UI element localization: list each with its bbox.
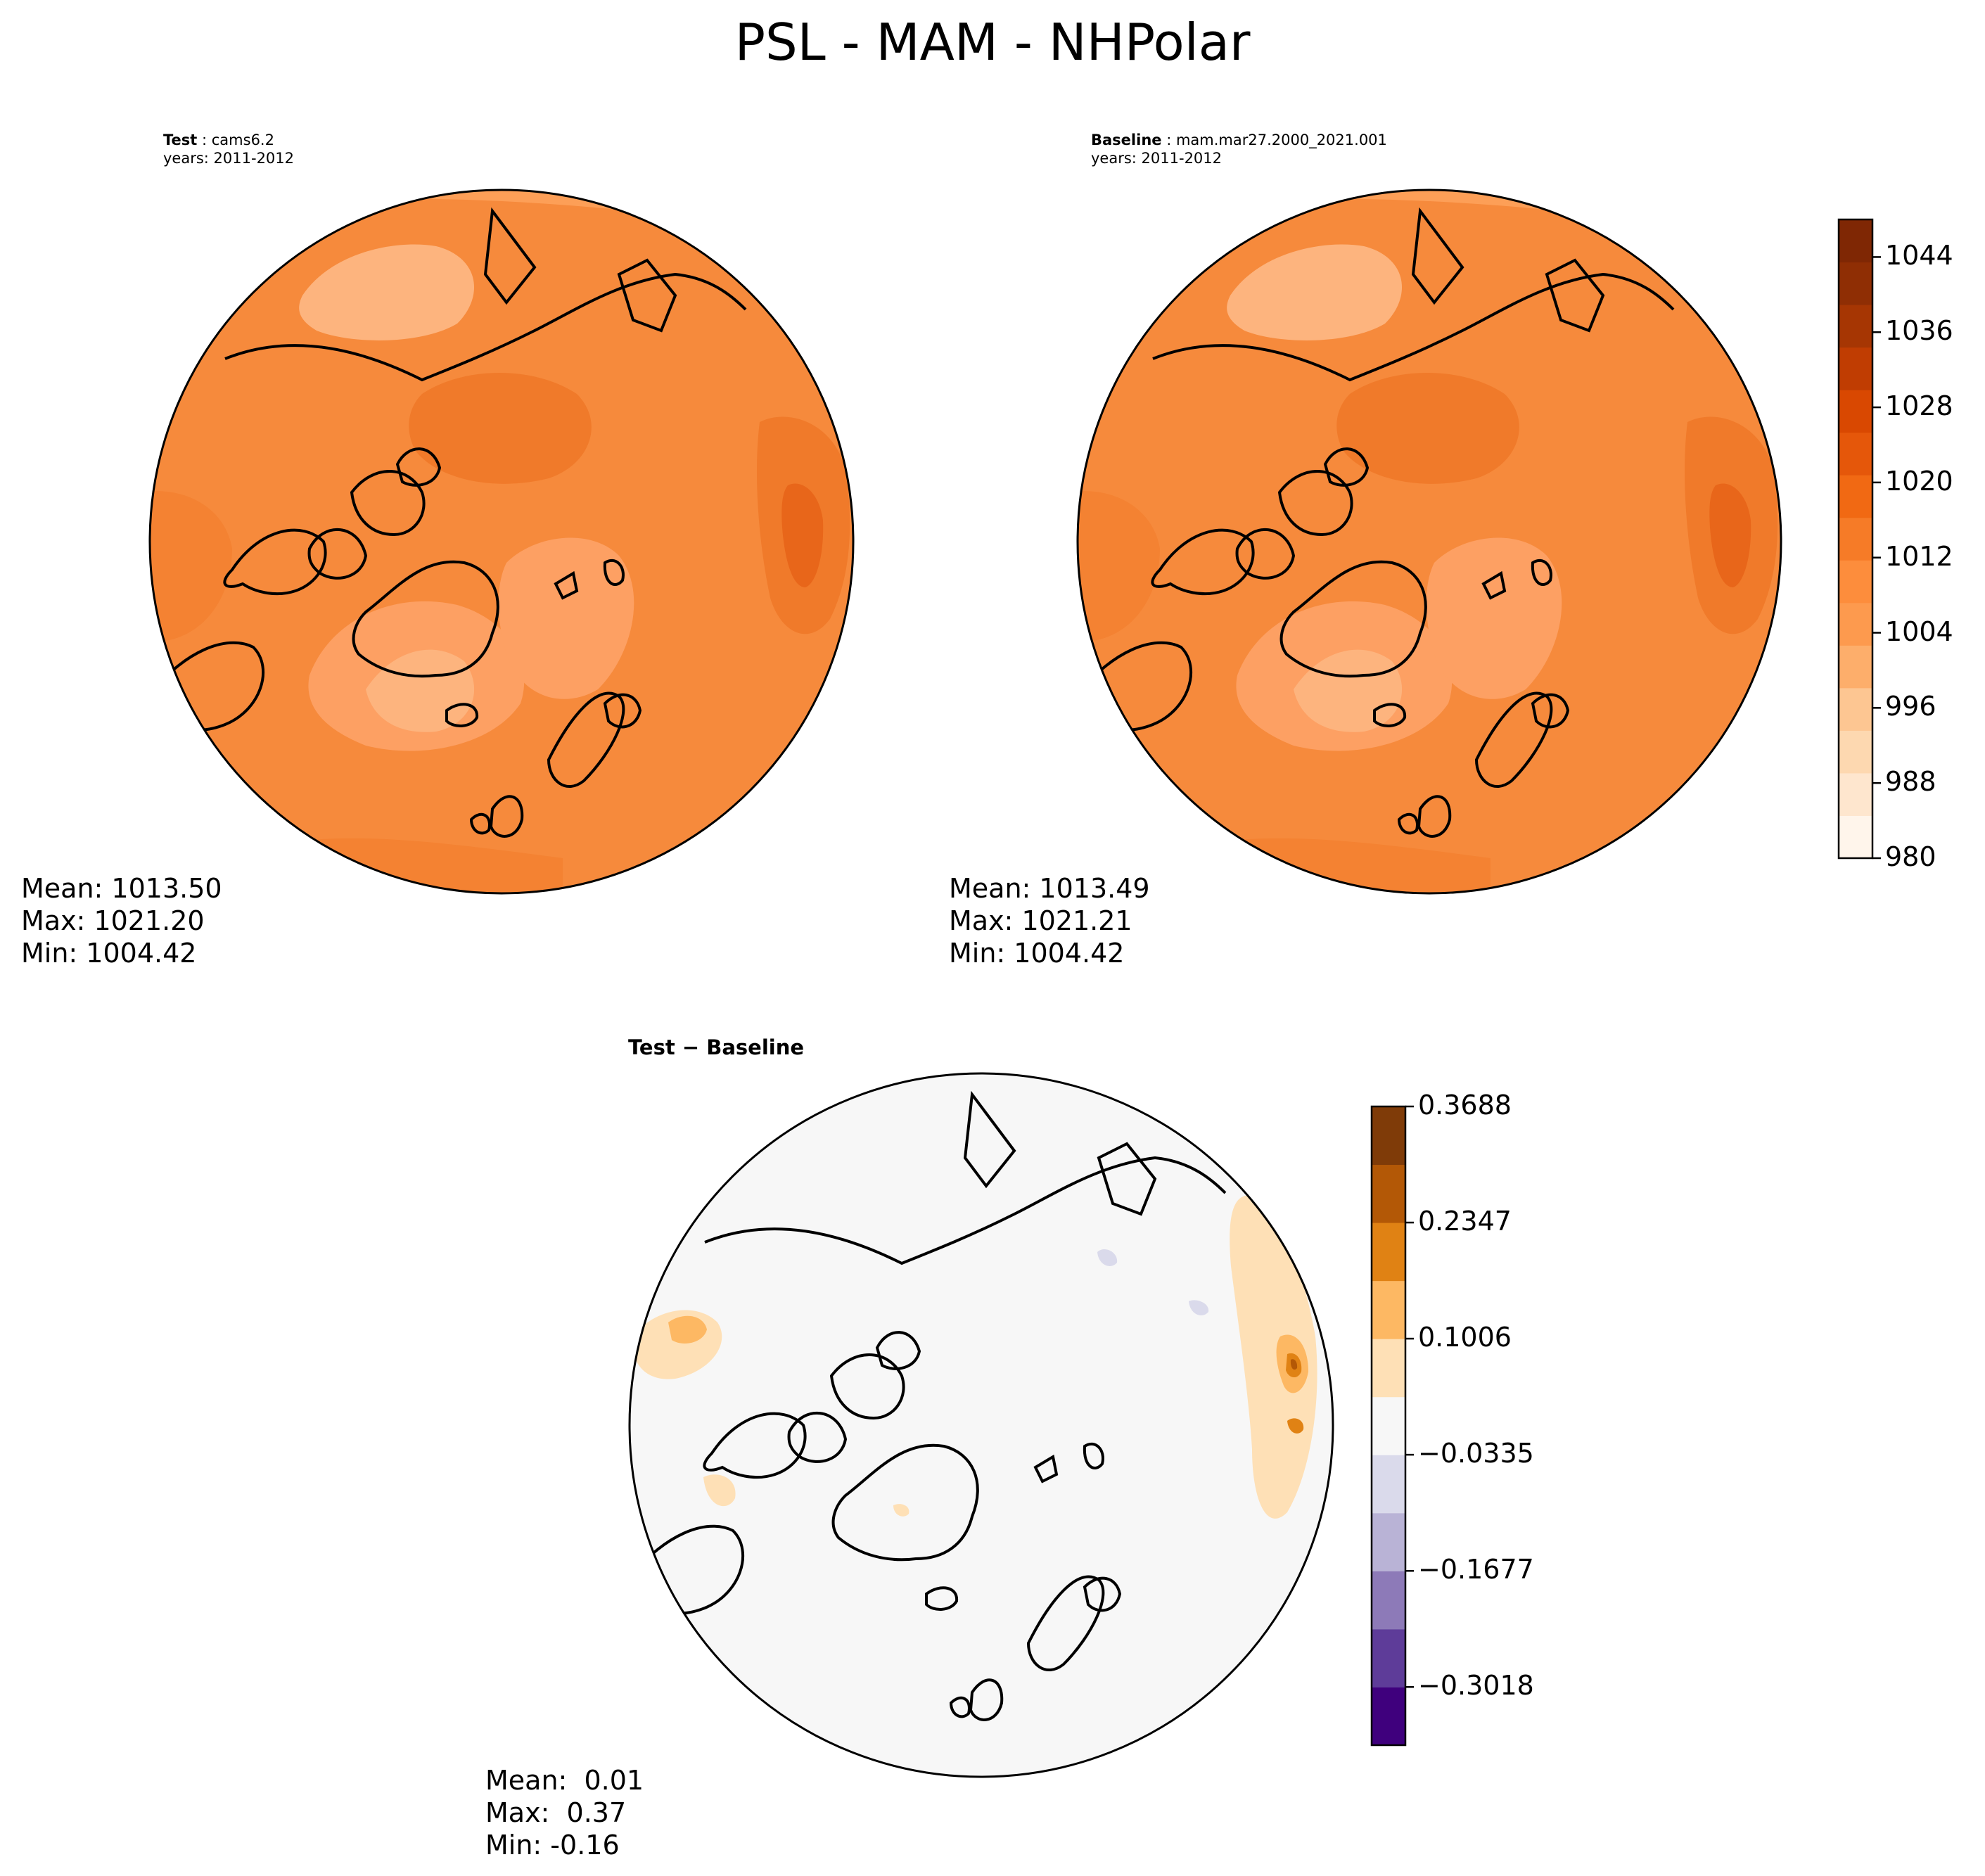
difference-stat-max: Max: 0.37: [485, 1797, 627, 1828]
psl-colorbar-segment: [1839, 772, 1872, 816]
difference-colorbar-segment: [1372, 1106, 1405, 1166]
difference-colorbar-segment: [1372, 1396, 1405, 1455]
difference-colorbar-segment: [1372, 1280, 1405, 1339]
psl-colorbar-frame: [1837, 218, 1874, 860]
psl-colorbar-segment: [1839, 432, 1872, 476]
difference-colorbar-segment: [1372, 1628, 1405, 1687]
psl-colorbar-tick-label: 1036: [1885, 315, 1953, 347]
difference-colorbar-segment: [1372, 1164, 1405, 1223]
difference-stat-min: Min: -0.16: [485, 1830, 620, 1861]
difference-map: [628, 1072, 1334, 1778]
baseline-panel-title: Baseline : mam.mar27.2000_2021.001 years:…: [1091, 131, 1387, 167]
psl-colorbar-segment: [1839, 602, 1872, 646]
difference-colorbar-segment: [1372, 1455, 1405, 1514]
psl-colorbar-segment: [1839, 560, 1872, 604]
psl-colorbar-tick-label: 996: [1885, 691, 1936, 722]
difference-colorbar-frame: [1370, 1105, 1407, 1747]
difference-colorbar-tick-label: 0.2347: [1418, 1206, 1512, 1237]
difference-colorbar-tick-label: −0.1677: [1418, 1554, 1534, 1585]
test-map: [148, 189, 855, 895]
baseline-stats: Mean: 1013.49 Max: 1021.21 Min: 1004.42: [949, 872, 1150, 969]
difference-colorbar-segment: [1372, 1687, 1405, 1746]
psl-colorbar-segment: [1839, 305, 1872, 348]
test-stat-max: Max: 1021.20: [21, 905, 205, 936]
psl-colorbar-tick-label: 1012: [1885, 540, 1953, 572]
baseline-map: [1076, 189, 1782, 895]
psl-colorbar-tick-label: 1044: [1885, 240, 1953, 272]
figure-title: PSL - MAM - NHPolar: [734, 13, 1251, 72]
difference-colorbar: [1370, 1105, 1414, 1747]
psl-colorbar-segment: [1839, 815, 1872, 859]
baseline-stat-min: Min: 1004.42: [949, 938, 1125, 969]
psl-colorbar-segment: [1839, 475, 1872, 518]
difference-panel-title: Test − Baseline: [628, 1035, 805, 1059]
difference-colorbar-segment: [1372, 1512, 1405, 1571]
test-title-rest: : cams6.2: [197, 132, 274, 148]
test-stat-mean: Mean: 1013.50: [21, 873, 222, 904]
difference-colorbar-tick-label: 0.3688: [1418, 1090, 1512, 1121]
test-years: years: 2011-2012: [163, 150, 295, 167]
psl-colorbar-tick-label: 988: [1885, 766, 1936, 798]
test-stats: Mean: 1013.50 Max: 1021.20 Min: 1004.42: [21, 872, 222, 969]
psl-colorbar-segment: [1839, 219, 1872, 263]
psl-colorbar-tick-label: 1028: [1885, 390, 1953, 422]
baseline-stat-max: Max: 1021.21: [949, 905, 1132, 936]
psl-colorbar-segment: [1839, 262, 1872, 305]
psl-colorbar-tick-label: 980: [1885, 841, 1936, 872]
difference-stats: Mean: 0.01 Max: 0.37 Min: -0.16: [485, 1764, 644, 1861]
baseline-years: years: 2011-2012: [1091, 150, 1223, 167]
baseline-title-bold: Baseline: [1091, 132, 1162, 148]
psl-colorbar-tick-label: 1004: [1885, 615, 1953, 647]
difference-colorbar-segment: [1372, 1571, 1405, 1630]
test-stat-min: Min: 1004.42: [21, 938, 197, 969]
psl-colorbar-segment: [1839, 347, 1872, 390]
psl-colorbar-tick-label: 1020: [1885, 465, 1953, 497]
difference-colorbar-tick-label: 0.1006: [1418, 1322, 1512, 1353]
difference-colorbar-tick-label: −0.0335: [1418, 1438, 1534, 1469]
psl-colorbar-segment: [1839, 517, 1872, 561]
psl-colorbar-segment: [1839, 687, 1872, 731]
difference-colorbar-segment: [1372, 1339, 1405, 1398]
psl-colorbar: [1837, 218, 1881, 860]
difference-stat-mean: Mean: 0.01: [485, 1765, 644, 1796]
test-title-bold: Test: [163, 132, 198, 148]
test-panel-title: Test : cams6.2 years: 2011-2012: [163, 131, 294, 167]
psl-colorbar-segment: [1839, 730, 1872, 774]
baseline-title-rest: : mam.mar27.2000_2021.001: [1161, 132, 1387, 148]
difference-colorbar-segment: [1372, 1223, 1405, 1282]
psl-colorbar-segment: [1839, 645, 1872, 689]
psl-colorbar-segment: [1839, 390, 1872, 433]
baseline-stat-mean: Mean: 1013.49: [949, 873, 1150, 904]
difference-colorbar-tick-label: −0.3018: [1418, 1670, 1534, 1702]
